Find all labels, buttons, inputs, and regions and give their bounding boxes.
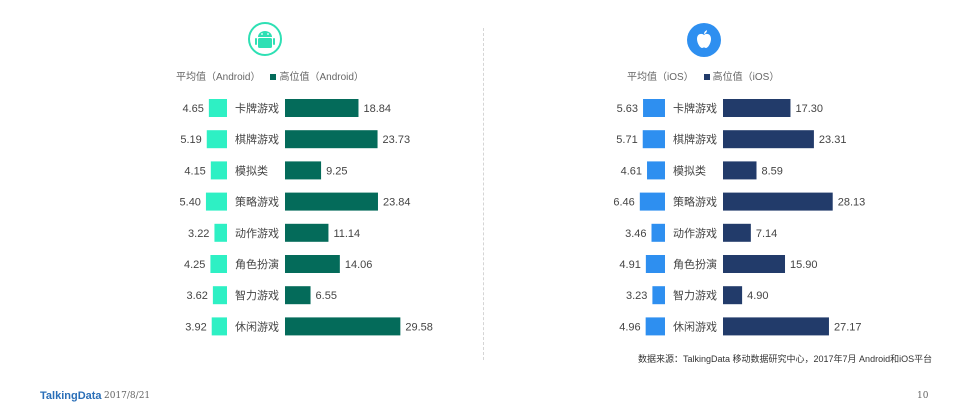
- category-label: 动作游戏: [673, 227, 717, 240]
- avg-bar: [211, 317, 227, 336]
- avg-bar: [643, 99, 665, 117]
- high-value-label: 4.90: [747, 290, 768, 302]
- avg-value-label: 3.22: [188, 228, 209, 240]
- high-value-label: 28.13: [838, 197, 866, 209]
- legend-android-avg: 平均值（Android）: [176, 72, 261, 83]
- high-value-label: 11.14: [333, 228, 360, 240]
- avg-value-label: 4.65: [182, 103, 203, 115]
- high-value-label: 7.14: [756, 228, 777, 240]
- avg-value-label: 4.15: [184, 165, 205, 177]
- high-value-label: 23.84: [383, 197, 411, 209]
- legend-ios-avg: 平均值（iOS）: [627, 72, 694, 83]
- high-value-label: 27.17: [834, 321, 862, 333]
- page-number: 10: [917, 391, 929, 401]
- avg-value-label: 6.46: [613, 197, 634, 209]
- category-label: 休闲游戏: [673, 319, 717, 333]
- high-value-label: 6.55: [316, 290, 337, 302]
- category-label: 策略游戏: [673, 195, 717, 209]
- high-bar: [723, 192, 833, 211]
- avg-bar: [214, 223, 227, 242]
- high-bar: [723, 286, 743, 305]
- apple-icon: [686, 22, 722, 63]
- category-label: 卡牌游戏: [235, 101, 279, 115]
- high-value-label: 23.31: [819, 134, 847, 146]
- avg-value-label: 5.63: [617, 103, 638, 115]
- category-label: 智力游戏: [673, 288, 717, 302]
- avg-value-label: 5.40: [180, 197, 201, 209]
- avg-bar: [647, 161, 665, 180]
- category-label: 模拟类: [673, 163, 706, 177]
- ios-panel: 平均值（iOS） 高位值（iOS） 5.63 卡牌游戏 17.30 5.71 棋牌游戏 2…: [482, 0, 965, 365]
- high-value-label: 14.06: [345, 259, 373, 271]
- high-bar: [723, 99, 791, 117]
- high-bar: [285, 286, 311, 305]
- category-label: 角色扮演: [235, 257, 279, 271]
- high-bar: [723, 317, 829, 336]
- avg-value-label: 3.92: [185, 321, 206, 333]
- high-value-label: 23.73: [383, 134, 411, 146]
- category-label: 策略游戏: [235, 195, 279, 209]
- android-icon: [248, 22, 282, 61]
- ios-bar-chart: 5.63 卡牌游戏 17.30 5.71 棋牌游戏 23.31 4.61 模拟类 8.59 6.4…: [613, 99, 866, 336]
- high-value-label: 29.58: [405, 321, 433, 333]
- footer-date: 2017/8/21: [104, 391, 151, 401]
- ios-legend: 平均值（iOS） 高位值（iOS）: [627, 68, 779, 83]
- avg-value-label: 3.46: [625, 228, 646, 240]
- android-bar-chart: 4.65 卡牌游戏 18.84 5.19 棋牌游戏 23.73 4.15 模拟类 9.25 5.4…: [180, 99, 433, 336]
- avg-bar: [651, 223, 665, 242]
- high-bar: [285, 223, 329, 242]
- avg-value-label: 4.91: [619, 259, 640, 271]
- high-bar: [285, 317, 401, 336]
- category-label: 棋牌游戏: [235, 132, 279, 146]
- avg-value-label: 5.19: [180, 134, 201, 146]
- high-bar: [285, 255, 340, 273]
- high-value-label: 9.25: [326, 165, 347, 177]
- high-bar: [723, 130, 814, 149]
- avg-bar: [639, 192, 665, 211]
- category-label: 角色扮演: [673, 257, 717, 271]
- avg-bar: [652, 286, 665, 305]
- high-bar: [285, 130, 378, 149]
- avg-bar: [645, 255, 665, 273]
- avg-value-label: 3.62: [186, 290, 207, 302]
- category-label: 棋牌游戏: [673, 132, 717, 146]
- category-label: 卡牌游戏: [673, 101, 717, 115]
- high-bar: [723, 161, 757, 180]
- high-value-label: 15.90: [790, 259, 818, 271]
- high-bar: [285, 192, 378, 211]
- avg-bar: [645, 317, 665, 336]
- category-label: 模拟类: [235, 163, 268, 177]
- high-bar: [723, 255, 786, 273]
- android-panel: 平均值（Android） 高位值（Android） 4.65 卡牌游戏 18.84 5…: [0, 0, 480, 365]
- legend-android-high: 高位值（Android）: [270, 68, 364, 83]
- panel-divider: [483, 28, 484, 360]
- avg-value-label: 4.96: [619, 321, 640, 333]
- high-value-label: 8.59: [762, 165, 783, 177]
- avg-bar: [205, 192, 227, 211]
- high-value-label: 17.30: [795, 103, 823, 115]
- high-bar: [285, 161, 322, 180]
- android-legend: 平均值（Android） 高位值（Android）: [176, 68, 364, 83]
- high-value-label: 18.84: [363, 103, 391, 115]
- avg-value-label: 4.61: [621, 165, 642, 177]
- avg-value-label: 5.71: [616, 134, 637, 146]
- avg-bar: [206, 130, 227, 149]
- avg-value-label: 3.23: [626, 290, 647, 302]
- category-label: 动作游戏: [235, 227, 279, 240]
- footer-brand-logo: TalkingData: [40, 390, 102, 402]
- avg-value-label: 4.25: [184, 259, 205, 271]
- category-label: 休闲游戏: [235, 319, 279, 333]
- avg-bar: [210, 161, 227, 180]
- high-bar: [285, 99, 359, 117]
- legend-ios-high: 高位值（iOS）: [703, 68, 779, 83]
- source-note: 数据来源：TalkingData 移动数据研究中心，2017年7月 Androi…: [638, 354, 933, 364]
- avg-bar: [212, 286, 227, 305]
- avg-bar: [210, 255, 227, 273]
- high-bar: [723, 223, 751, 242]
- category-label: 智力游戏: [235, 288, 279, 302]
- avg-bar: [642, 130, 665, 149]
- avg-bar: [208, 99, 227, 117]
